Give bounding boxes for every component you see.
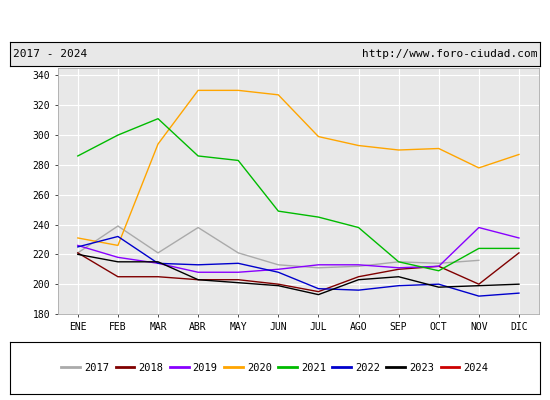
Legend: 2017, 2018, 2019, 2020, 2021, 2022, 2023, 2024: 2017, 2018, 2019, 2020, 2021, 2022, 2023…	[58, 360, 492, 376]
Text: Evolucion del paro registrado en La Pobla de Mafumet: Evolucion del paro registrado en La Pobl…	[57, 14, 493, 28]
Text: 2017 - 2024: 2017 - 2024	[13, 49, 87, 59]
Text: http://www.foro-ciudad.com: http://www.foro-ciudad.com	[362, 49, 537, 59]
